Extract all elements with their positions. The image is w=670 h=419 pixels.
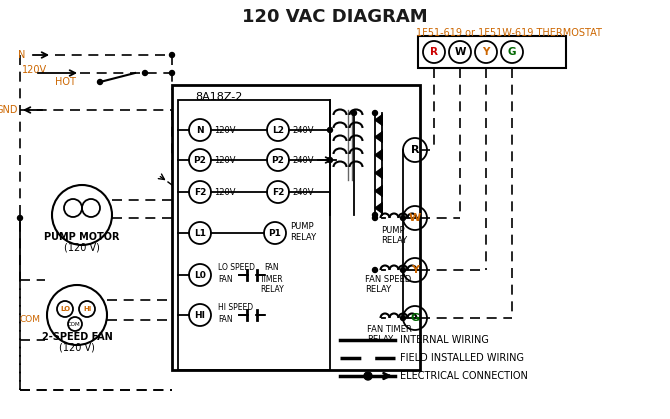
Text: COM: COM <box>20 315 41 323</box>
Text: P1: P1 <box>269 228 281 238</box>
Circle shape <box>98 80 103 85</box>
Text: 1F51-619 or 1F51W-619 THERMOSTAT: 1F51-619 or 1F51W-619 THERMOSTAT <box>416 28 602 38</box>
Text: P2: P2 <box>271 155 285 165</box>
Circle shape <box>373 267 377 272</box>
Circle shape <box>17 215 23 220</box>
Text: G: G <box>508 47 517 57</box>
Text: FAN TIMER: FAN TIMER <box>367 326 412 334</box>
Text: LO: LO <box>60 306 70 312</box>
Text: N: N <box>18 50 25 60</box>
Text: 120V: 120V <box>214 187 235 197</box>
Circle shape <box>401 316 405 321</box>
Text: HOT: HOT <box>55 77 76 87</box>
Text: L0: L0 <box>194 271 206 279</box>
Text: R: R <box>411 145 419 155</box>
Text: RELAY: RELAY <box>290 233 316 241</box>
Text: PUMP: PUMP <box>381 225 405 235</box>
Text: PUMP MOTOR: PUMP MOTOR <box>44 232 120 242</box>
Text: HI SPEED: HI SPEED <box>218 303 253 313</box>
Text: RELAY: RELAY <box>381 235 407 245</box>
Text: HI: HI <box>83 306 91 312</box>
Polygon shape <box>375 150 382 160</box>
Circle shape <box>328 127 332 132</box>
Text: (120 V): (120 V) <box>64 242 100 252</box>
Text: ELECTRICAL CONNECTION: ELECTRICAL CONNECTION <box>400 371 528 381</box>
Circle shape <box>401 267 405 272</box>
Text: L1: L1 <box>194 228 206 238</box>
Text: 120 VAC DIAGRAM: 120 VAC DIAGRAM <box>242 8 428 26</box>
Bar <box>172 85 420 370</box>
Text: P2: P2 <box>194 155 206 165</box>
Text: R: R <box>430 47 438 57</box>
Text: 240V: 240V <box>292 126 314 134</box>
Text: FAN: FAN <box>218 315 232 323</box>
Text: INTERNAL WIRING: INTERNAL WIRING <box>400 335 489 345</box>
Circle shape <box>328 158 332 163</box>
Circle shape <box>352 111 356 116</box>
Text: HI: HI <box>194 310 206 320</box>
Polygon shape <box>375 132 382 142</box>
Text: RELAY: RELAY <box>365 285 391 295</box>
Circle shape <box>373 212 377 217</box>
Text: L2: L2 <box>272 126 284 134</box>
Text: F2: F2 <box>194 187 206 197</box>
Circle shape <box>373 215 377 220</box>
Polygon shape <box>375 168 382 178</box>
Polygon shape <box>375 186 382 196</box>
Text: G: G <box>411 313 419 323</box>
Circle shape <box>170 70 174 75</box>
Text: LO SPEED: LO SPEED <box>218 264 255 272</box>
Text: W: W <box>409 213 421 223</box>
Circle shape <box>170 52 174 57</box>
Text: 8A18Z-2: 8A18Z-2 <box>195 92 243 102</box>
Circle shape <box>373 111 377 116</box>
Text: Y: Y <box>482 47 490 57</box>
Text: COM: COM <box>68 321 80 326</box>
Text: RELAY: RELAY <box>367 336 393 344</box>
Circle shape <box>143 70 147 75</box>
Text: RELAY: RELAY <box>260 285 284 295</box>
Text: F2: F2 <box>272 187 284 197</box>
Circle shape <box>401 215 405 220</box>
Bar <box>418 36 566 68</box>
Text: W: W <box>454 47 466 57</box>
Text: PUMP: PUMP <box>290 222 314 230</box>
Circle shape <box>364 372 372 380</box>
Text: FAN SPEED: FAN SPEED <box>365 276 411 285</box>
Text: Y: Y <box>411 265 419 275</box>
Text: 2-SPEED FAN: 2-SPEED FAN <box>42 332 113 342</box>
Text: GND: GND <box>0 105 18 115</box>
Text: 240V: 240V <box>292 155 314 165</box>
Text: FAN: FAN <box>264 264 279 272</box>
Text: N: N <box>196 126 204 134</box>
Bar <box>178 100 330 370</box>
Text: (120 V): (120 V) <box>59 342 95 352</box>
Polygon shape <box>375 203 382 213</box>
Polygon shape <box>375 115 382 125</box>
Text: FIELD INSTALLED WIRING: FIELD INSTALLED WIRING <box>400 353 524 363</box>
Text: 120V: 120V <box>214 155 235 165</box>
Text: 120V: 120V <box>22 65 47 75</box>
Text: FAN: FAN <box>218 274 232 284</box>
Text: 120V: 120V <box>214 126 235 134</box>
Text: TIMER: TIMER <box>260 274 283 284</box>
Text: 240V: 240V <box>292 187 314 197</box>
